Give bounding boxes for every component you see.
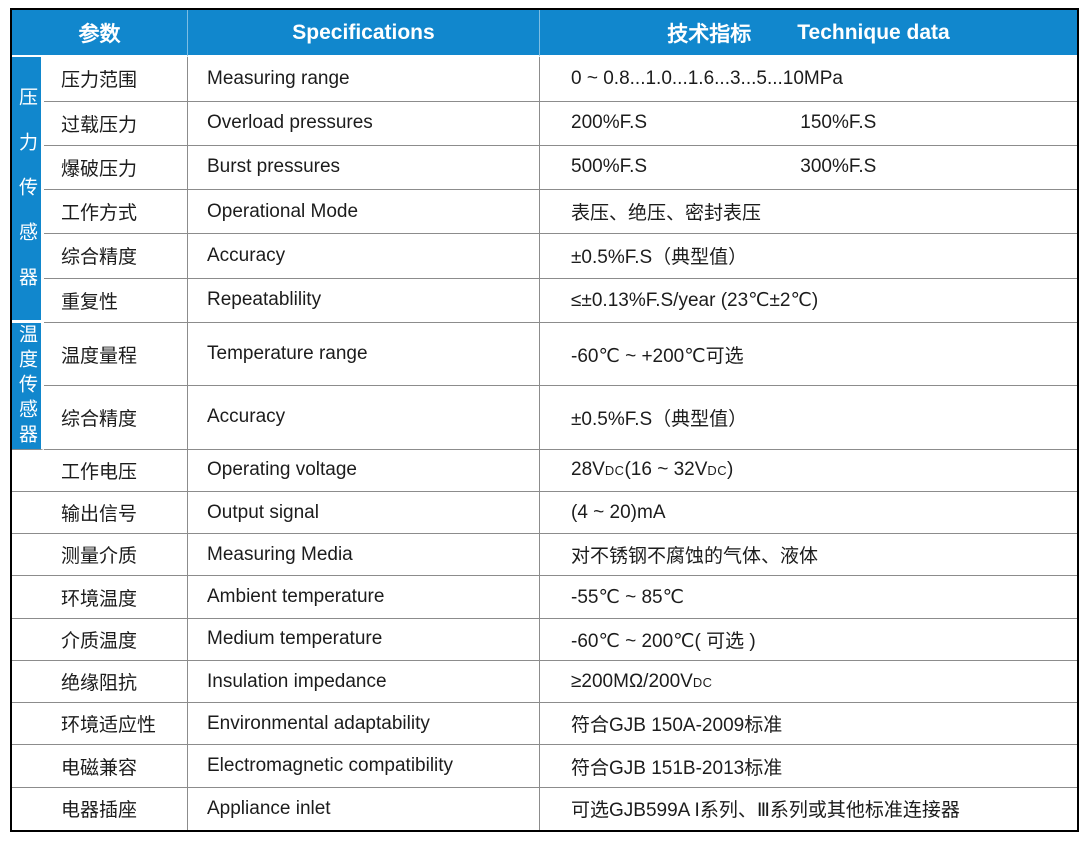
spec-cell: Accuracy (188, 386, 540, 450)
table-row: 电磁兼容 Electromagnetic compatibility 符合GJB… (12, 745, 1077, 788)
param-cell: 重复性 (44, 278, 188, 323)
value-cell: 500%F.S 300%F.S (540, 145, 1077, 191)
sidebar-pressure-sensor: 压力传感器 (12, 57, 44, 323)
table-row: 重复性 Repeatablility ≤±0.13%F.S/year (23℃±… (12, 278, 1077, 323)
header-specifications: Specifications (188, 10, 540, 58)
value-cell: ≥200MΩ/200VDC (540, 660, 1077, 704)
value-text: ±0.5%F.S（典型值） (571, 408, 748, 430)
param-cell: 过载压力 (44, 101, 188, 146)
table-row: 电器插座 Appliance inlet 可选GJB599A I系列、Ⅲ系列或其… (12, 787, 1077, 830)
header-technique-en: Technique data (797, 20, 950, 44)
header-param: 参数 (12, 10, 188, 58)
param-cell: 介质温度 (12, 618, 188, 661)
param-cell: 压力范围 (44, 57, 188, 102)
table-row: 压力传感器 压力范围 Measuring range 0 ~ 0.8...1.0… (12, 57, 1077, 323)
spec-cell: Operational Mode (188, 190, 540, 235)
param-cell: 工作电压 (12, 449, 188, 492)
spec-cell: Electromagnetic compatibility (188, 745, 540, 788)
table-row: 工作电压 Operating voltage 28VDC(16 ~ 32VDC) (12, 449, 1077, 492)
param-cell: 环境适应性 (12, 703, 188, 746)
param-cell: 综合精度 (44, 234, 188, 279)
table-row: 介质温度 Medium temperature -60℃ ~ 200℃( 可选 … (12, 618, 1077, 661)
table-row: 温度传感器 温度量程 Temperature range -60℃ ~ +200… (12, 322, 1077, 450)
value-cell: -60℃ ~ 200℃( 可选 ) (540, 618, 1077, 661)
table-row: 爆破压力 Burst pressures 500%F.S 300%F.S (12, 145, 1077, 191)
value-text: 可选GJB599A I系列、Ⅲ系列或其他标准连接器 (571, 800, 960, 822)
spec-cell: Output signal (188, 491, 540, 535)
spec-cell: Repeatablility (188, 278, 540, 323)
param-cell: 电磁兼容 (12, 745, 188, 788)
value-text: 28VDC(16 ~ 32VDC) (571, 459, 734, 481)
value-cell: ±0.5%F.S（典型值） (540, 386, 1077, 450)
temperature-sensor-label: 温度传感器 (16, 323, 37, 449)
header-technique-cn: 技术指标 (667, 22, 752, 46)
value-text: ≤±0.13%F.S/year (23℃±2℃) (571, 289, 819, 311)
param-cell: 绝缘阻抗 (12, 660, 188, 704)
value-cell: ≤±0.13%F.S/year (23℃±2℃) (540, 278, 1077, 323)
param-cell: 工作方式 (44, 190, 188, 235)
value-cell: 符合GJB 151B-2013标准 (540, 745, 1077, 788)
value-cell: 200%F.S 150%F.S (540, 101, 1077, 146)
specifications-table: 参数 Specifications 技术指标 Technique data 压力… (10, 8, 1079, 832)
table-row: 综合精度 Accuracy ±0.5%F.S（典型值） (12, 386, 1077, 450)
param-cell: 输出信号 (12, 491, 188, 535)
pressure-sensor-label: 压力传感器 (16, 86, 37, 312)
spec-cell: Appliance inlet (188, 787, 540, 830)
spec-cell: Medium temperature (188, 618, 540, 661)
spec-cell: Measuring Media (188, 534, 540, 577)
value-primary: 200%F.S (571, 112, 648, 134)
param-cell: 环境温度 (12, 576, 188, 619)
param-cell: 电器插座 (12, 787, 188, 830)
value-text: -60℃ ~ 200℃( 可选 ) (571, 630, 756, 652)
header-row: 参数 Specifications 技术指标 Technique data (12, 10, 1077, 58)
sidebar-temperature-sensor: 温度传感器 (12, 322, 44, 450)
spec-cell: Insulation impedance (188, 660, 540, 704)
value-text: -60℃ ~ +200℃可选 (571, 345, 744, 367)
value-cell: 符合GJB 150A-2009标准 (540, 703, 1077, 746)
param-cell: 爆破压力 (44, 145, 188, 191)
value-cell: 表压、绝压、密封表压 (540, 190, 1077, 235)
value-text: 对不锈钢不腐蚀的气体、液体 (571, 546, 819, 568)
value-primary: 500%F.S (571, 156, 648, 178)
spec-cell: Burst pressures (188, 145, 540, 191)
table-row: 环境温度 Ambient temperature -55℃ ~ 85℃ (12, 576, 1077, 619)
value-text: 符合GJB 151B-2013标准 (571, 757, 783, 779)
value-text: ≥200MΩ/200VDC (571, 670, 713, 692)
value-cell: (4 ~ 20)mA (540, 491, 1077, 535)
table-row: 环境适应性 Environmental adaptability 符合GJB 1… (12, 703, 1077, 746)
table-row: 绝缘阻抗 Insulation impedance ≥200MΩ/200VDC (12, 660, 1077, 704)
header-technique-data: 技术指标 Technique data (540, 10, 1077, 58)
spec-cell: Environmental adaptability (188, 703, 540, 746)
value-cell: 可选GJB599A I系列、Ⅲ系列或其他标准连接器 (540, 787, 1077, 830)
table-row: 输出信号 Output signal (4 ~ 20)mA (12, 491, 1077, 535)
value-cell: ±0.5%F.S（典型值） (540, 234, 1077, 279)
value-cell: -60℃ ~ +200℃可选 (540, 322, 1077, 387)
spec-cell: Temperature range (188, 322, 540, 387)
table-row: 过载压力 Overload pressures 200%F.S 150%F.S (12, 101, 1077, 146)
value-text: -55℃ ~ 85℃ (571, 586, 684, 608)
spec-cell: Ambient temperature (188, 576, 540, 619)
spec-cell: Measuring range (188, 57, 540, 102)
value-cell: 0 ~ 0.8...1.0...1.6...3...5...10MPa (540, 57, 1077, 102)
value-text: 表压、绝压、密封表压 (571, 203, 762, 225)
value-text: 符合GJB 150A-2009标准 (571, 715, 783, 737)
spec-cell: Operating voltage (188, 449, 540, 492)
spec-cell: Overload pressures (188, 101, 540, 146)
value-cell: -55℃ ~ 85℃ (540, 576, 1077, 619)
value-text: (4 ~ 20)mA (571, 501, 666, 523)
value-text: ±0.5%F.S（典型值） (571, 247, 748, 269)
value-secondary: 150%F.S (800, 112, 877, 134)
value-secondary: 300%F.S (800, 156, 877, 178)
value-text: 0 ~ 0.8...1.0...1.6...3...5...10MPa (571, 67, 843, 89)
table-row: 综合精度 Accuracy ±0.5%F.S（典型值） (12, 234, 1077, 279)
param-cell: 测量介质 (12, 534, 188, 577)
value-cell: 28VDC(16 ~ 32VDC) (540, 449, 1077, 492)
value-cell: 对不锈钢不腐蚀的气体、液体 (540, 534, 1077, 577)
spec-cell: Accuracy (188, 234, 540, 279)
table-row: 工作方式 Operational Mode 表压、绝压、密封表压 (12, 190, 1077, 235)
param-cell: 综合精度 (44, 386, 188, 450)
param-cell: 温度量程 (44, 322, 188, 387)
table-row: 测量介质 Measuring Media 对不锈钢不腐蚀的气体、液体 (12, 534, 1077, 577)
